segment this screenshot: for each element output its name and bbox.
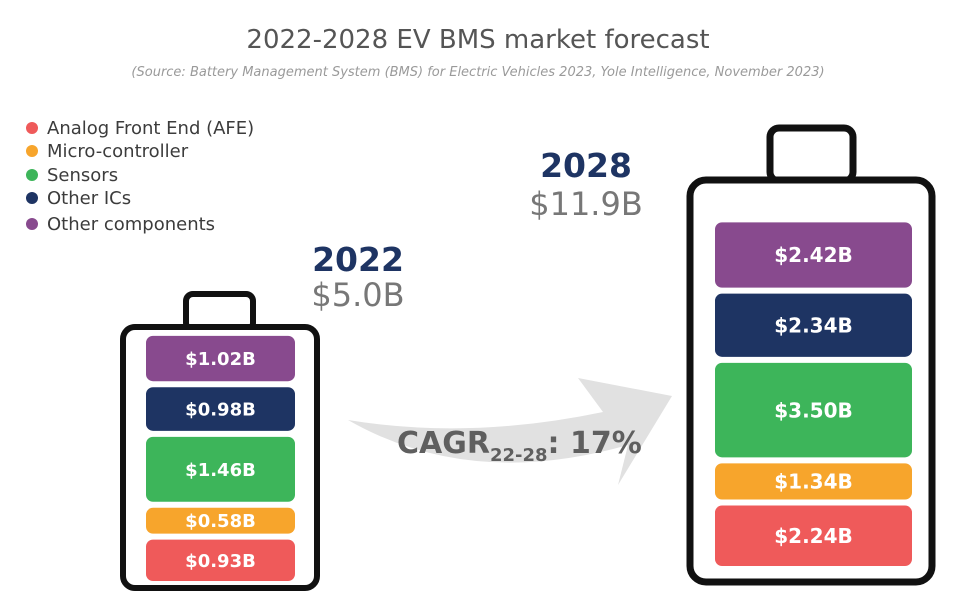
legend-marker xyxy=(26,192,38,204)
legend-label: Other ICs xyxy=(47,188,131,209)
data-label: $1.02B xyxy=(185,349,256,370)
cagr-label: CAGR22-28: 17% xyxy=(397,426,642,466)
bar-segment xyxy=(146,387,295,431)
data-label: $2.34B xyxy=(774,313,853,337)
data-label: $0.98B xyxy=(185,400,256,421)
data-label: $1.46B xyxy=(185,460,256,481)
legend: Analog Front End (AFE)Micro-controller Se… xyxy=(26,118,254,235)
cagr-subscript: 22-28 xyxy=(490,445,548,466)
battery-2022: $0.93B $0.58B $1.46B $0.98B $1.02B xyxy=(120,291,320,591)
chart-title: 2022-2028 EV BMS market forecast xyxy=(246,25,709,55)
data-label: $2.42B xyxy=(774,243,853,267)
battery-terminal xyxy=(766,124,857,185)
legend-marker xyxy=(26,169,38,181)
data-label: $3.50B xyxy=(774,398,853,422)
chart-subtitle: (Source: Battery Management System (BMS)… xyxy=(131,65,824,80)
legend-label: Other components xyxy=(47,214,215,235)
growth-arrow-shape xyxy=(348,378,672,485)
data-label: $1.34B xyxy=(774,470,853,494)
bar-segment xyxy=(146,335,295,382)
year-label: 2028 xyxy=(540,146,632,185)
bar-segment xyxy=(146,507,295,534)
legend-label: Analog Front End (AFE) xyxy=(47,118,254,139)
bar-segment xyxy=(715,293,912,357)
bar-segment xyxy=(715,463,912,500)
cagr-value: : 17% xyxy=(548,426,642,461)
data-label: $0.58B xyxy=(185,511,256,532)
bar-segment xyxy=(146,436,295,502)
legend-marker xyxy=(26,145,38,157)
data-label: $2.24B xyxy=(774,524,853,548)
legend-label: Sensors xyxy=(47,165,118,186)
total-label: $5.0B xyxy=(311,276,404,314)
cagr-prefix: CAGR xyxy=(397,426,490,461)
bar-segment xyxy=(146,539,295,581)
battery-2028: $2.24B $1.34B $3.50B $2.34B $2.42B xyxy=(686,124,936,586)
batteries: $0.93B$0.58B$1.46B$0.98B$1.02B2022$5.0B$… xyxy=(120,124,936,591)
data-label: $0.93B xyxy=(185,551,256,572)
legend-marker xyxy=(26,218,38,230)
bar-segment xyxy=(715,222,912,288)
legend-label: Micro-controller xyxy=(47,141,189,162)
legend-marker xyxy=(26,122,38,134)
bar-segment xyxy=(715,505,912,566)
total-label: $11.9B xyxy=(529,185,643,223)
year-label: 2022 xyxy=(312,240,404,279)
bar-segment xyxy=(715,362,912,458)
